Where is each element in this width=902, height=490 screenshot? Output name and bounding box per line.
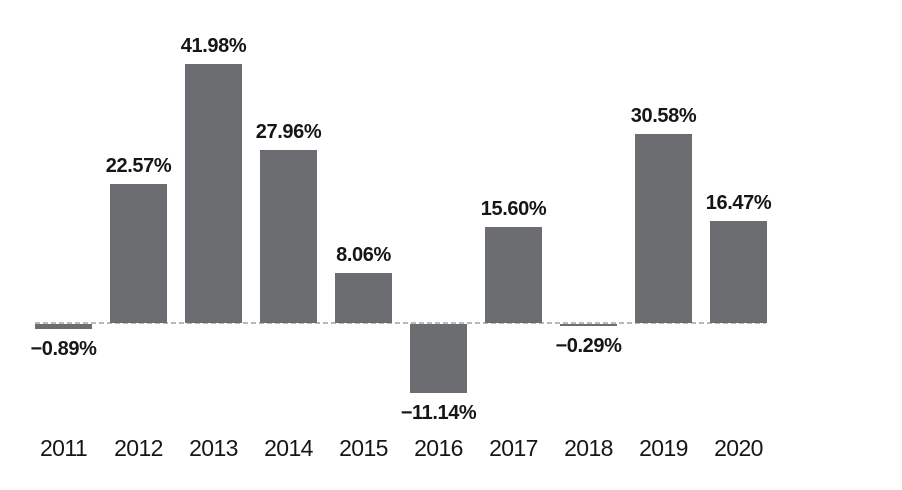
value-label-2011: −0.89% [30,338,97,360]
bar-2016 [410,324,467,393]
value-label-2017: 15.60% [480,198,547,220]
value-label-2014: 27.96% [255,121,322,143]
bar-2011 [35,324,92,329]
value-label-2019: 30.58% [630,105,697,127]
value-label-2012: 22.57% [105,155,172,177]
bar-2018 [560,324,617,326]
value-label-2020: 16.47% [705,192,772,214]
value-label-2018: −0.29% [555,335,622,357]
bar-2017 [485,227,542,323]
axis-label-2017: 2017 [489,435,538,461]
axis-label-2011: 2011 [39,435,88,461]
axis-label-2014: 2014 [264,435,313,461]
bar-2015 [335,273,392,323]
axis-label-2015: 2015 [339,435,388,461]
axis-label-2018: 2018 [564,435,613,461]
bar-2020 [710,221,767,323]
axis-label-2020: 2020 [714,435,763,461]
axis-label-2012: 2012 [114,435,163,461]
value-label-2016: −11.14% [400,402,477,424]
bar-2013 [185,64,242,323]
axis-label-2013: 2013 [189,435,238,461]
bar-2019 [635,134,692,323]
value-label-2015: 8.06% [336,244,391,266]
axis-label-2019: 2019 [639,435,688,461]
zero-baseline [35,322,766,324]
axis-label-2016: 2016 [414,435,463,461]
bar-2012 [110,184,167,323]
bar-2014 [260,150,317,323]
value-label-2013: 41.98% [180,35,247,57]
